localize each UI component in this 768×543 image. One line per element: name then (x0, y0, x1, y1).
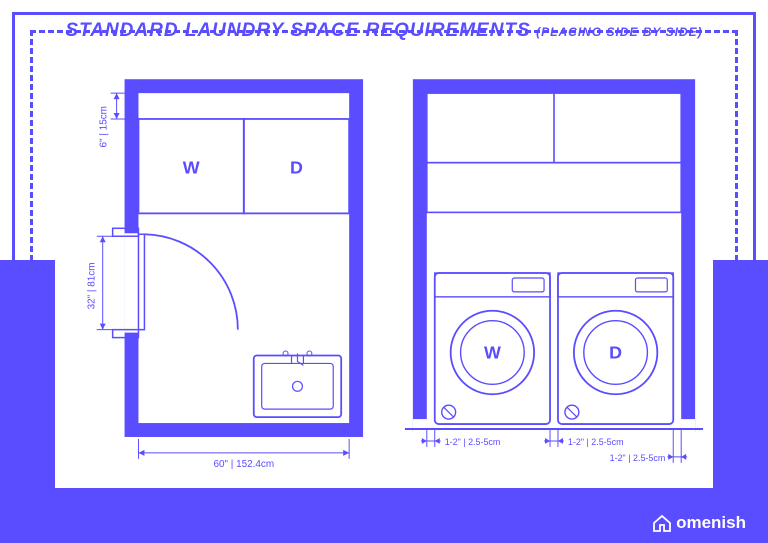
diagram-title: STANDARD LAUNDRY SPACE REQUIREMENTS (PLA… (0, 20, 768, 42)
plan-washer-label: W (183, 158, 200, 178)
svg-text:1-2" | 2.5-5cm: 1-2" | 2.5-5cm (610, 453, 666, 463)
brand-logo: omenish (652, 513, 746, 533)
elevation-view-svg: W D (395, 58, 713, 488)
title-sub: (PLACING SIDE BY SIDE) (536, 25, 702, 39)
svg-text:1-2" | 2.5-5cm: 1-2" | 2.5-5cm (568, 437, 624, 447)
diagram-canvas: STANDARD LAUNDRY SPACE REQUIREMENTS (PLA… (0, 0, 768, 543)
plan-dim-bottom: 60" | 152.4cm (138, 439, 349, 470)
svg-text:60" | 152.4cm: 60" | 152.4cm (213, 459, 274, 470)
house-icon (652, 514, 672, 532)
svg-text:1-2" | 2.5-5cm: 1-2" | 2.5-5cm (445, 437, 501, 447)
plan-dryer-label: D (290, 158, 303, 178)
plan-dim-left: 32" | 81cm (87, 236, 113, 329)
title-main: STANDARD LAUNDRY SPACE REQUIREMENTS (65, 20, 530, 41)
plan-view-panel: W D (55, 58, 373, 488)
svg-text:D: D (609, 342, 622, 362)
plan-door-opening (125, 233, 139, 332)
svg-text:W: W (484, 342, 501, 362)
elevation-view-panel: W D (395, 58, 713, 488)
svg-text:32" | 81cm: 32" | 81cm (87, 262, 98, 309)
content-area: W D (55, 58, 713, 488)
brand-text: omenish (676, 513, 746, 533)
plan-view-svg: W D (55, 58, 373, 488)
svg-text:6" | 15cm: 6" | 15cm (99, 106, 110, 147)
